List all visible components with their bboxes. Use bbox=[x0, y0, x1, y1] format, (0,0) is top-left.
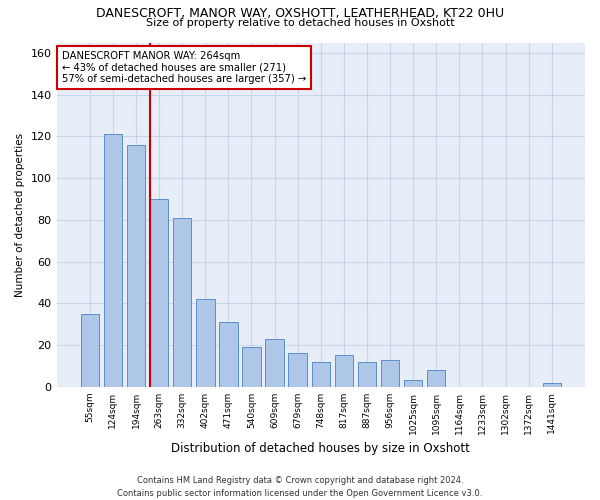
Bar bbox=[335, 356, 353, 386]
Text: DANESCROFT MANOR WAY: 264sqm
← 43% of detached houses are smaller (271)
57% of s: DANESCROFT MANOR WAY: 264sqm ← 43% of de… bbox=[62, 51, 306, 84]
Bar bbox=[104, 134, 122, 386]
Bar bbox=[150, 199, 169, 386]
Bar bbox=[404, 380, 422, 386]
Bar bbox=[289, 354, 307, 386]
Bar bbox=[219, 322, 238, 386]
Text: Size of property relative to detached houses in Oxshott: Size of property relative to detached ho… bbox=[146, 18, 454, 28]
Bar bbox=[127, 144, 145, 386]
Bar bbox=[265, 338, 284, 386]
Bar bbox=[358, 362, 376, 386]
Bar bbox=[427, 370, 445, 386]
Text: Contains HM Land Registry data © Crown copyright and database right 2024.
Contai: Contains HM Land Registry data © Crown c… bbox=[118, 476, 482, 498]
Bar bbox=[542, 382, 561, 386]
Y-axis label: Number of detached properties: Number of detached properties bbox=[15, 132, 25, 296]
Bar bbox=[381, 360, 400, 386]
Text: DANESCROFT, MANOR WAY, OXSHOTT, LEATHERHEAD, KT22 0HU: DANESCROFT, MANOR WAY, OXSHOTT, LEATHERH… bbox=[96, 8, 504, 20]
Bar bbox=[173, 218, 191, 386]
Bar bbox=[242, 347, 261, 387]
Bar bbox=[196, 299, 215, 386]
X-axis label: Distribution of detached houses by size in Oxshott: Distribution of detached houses by size … bbox=[172, 442, 470, 455]
Bar bbox=[311, 362, 330, 386]
Bar bbox=[80, 314, 99, 386]
